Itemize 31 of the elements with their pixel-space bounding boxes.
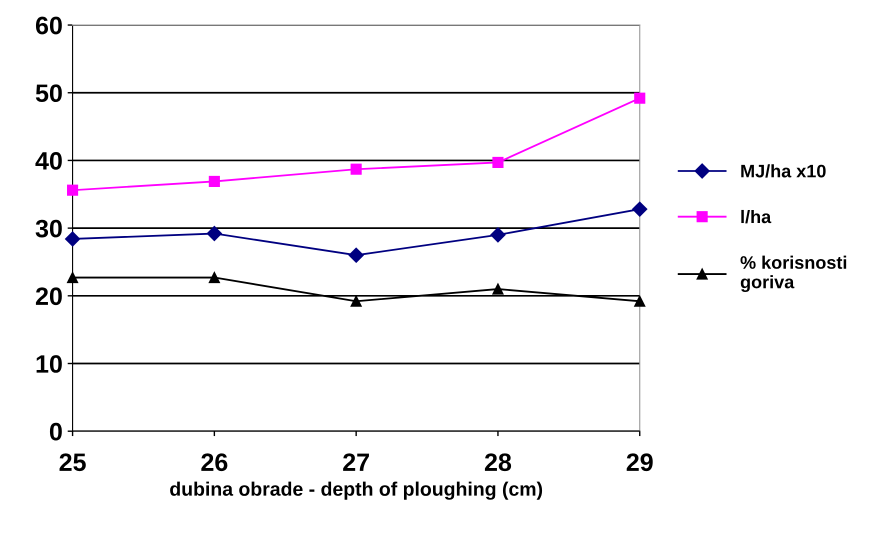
y-tick-label: 30	[36, 220, 62, 238]
x-tick-label: 29	[626, 453, 653, 472]
point	[348, 248, 364, 263]
x-tick-label: 27	[343, 453, 369, 471]
legend-label: l/ha	[741, 210, 772, 224]
point	[350, 164, 362, 175]
legend-label: MJ/ha x10	[741, 164, 826, 178]
x-tick-label: 28	[484, 453, 512, 472]
point	[492, 156, 504, 168]
point	[67, 184, 78, 196]
y-tick-label: 0	[50, 422, 62, 440]
point	[632, 202, 648, 217]
y-tick-label: 10	[36, 355, 62, 373]
point	[350, 296, 362, 307]
point	[490, 227, 506, 242]
y-tick-label: 20	[36, 287, 62, 306]
point	[492, 283, 504, 295]
y-tick-label: 50	[36, 84, 62, 102]
point	[208, 272, 220, 284]
x-axis-title: dubina obrade - depth of ploughing (cm)	[170, 482, 542, 500]
y-tick-label: 60	[36, 16, 62, 34]
y-tick-label: 40	[35, 152, 62, 170]
legend-label: % korisnosti goriva	[740, 256, 846, 292]
x-tick-label: 25	[60, 453, 86, 472]
point	[634, 92, 646, 104]
point	[65, 231, 80, 247]
point	[206, 226, 222, 242]
point	[208, 176, 220, 187]
x-tick-label: 26	[201, 453, 228, 472]
point	[634, 296, 646, 307]
point	[67, 272, 78, 284]
